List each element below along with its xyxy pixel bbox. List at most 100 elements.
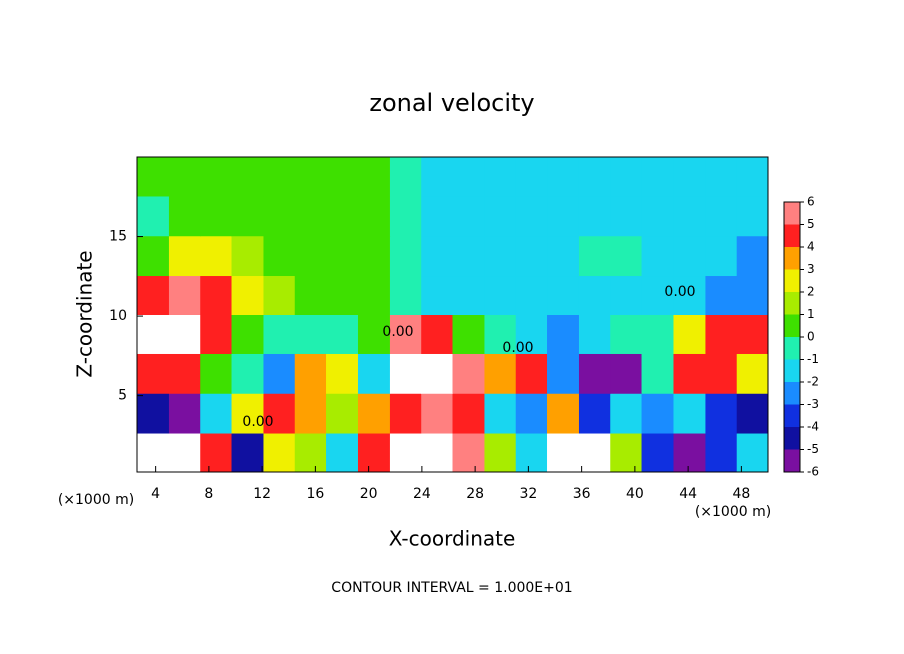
cell (673, 275, 706, 315)
cell (421, 433, 453, 473)
x-axis-label: X-coordinate (389, 527, 516, 551)
cell (547, 275, 580, 315)
cell (515, 433, 548, 473)
cell (736, 157, 769, 197)
cell (452, 235, 485, 277)
cell (200, 393, 233, 434)
cell (484, 393, 517, 434)
colorbar-band (784, 382, 800, 405)
cell (578, 157, 611, 197)
colorbar-band (784, 359, 800, 382)
colorbar-band (784, 269, 800, 292)
x-tick-label: 36 (573, 486, 591, 502)
cell (610, 433, 643, 473)
colorbar-label: 2 (807, 285, 815, 299)
cell (610, 393, 643, 434)
cell (389, 235, 422, 277)
cell (231, 275, 264, 315)
cell (421, 314, 453, 354)
cell (484, 235, 517, 277)
cell (200, 235, 233, 277)
cell (705, 275, 738, 315)
cell (263, 433, 296, 473)
cell (137, 235, 170, 277)
cell (515, 157, 548, 197)
y-unit: (×1000 m) (58, 492, 134, 508)
cell (515, 393, 548, 434)
cell (641, 353, 674, 394)
x-tick-label: 28 (466, 486, 484, 502)
cell (641, 393, 674, 434)
cell (547, 314, 580, 354)
cell (547, 235, 580, 277)
cell (705, 433, 738, 473)
cell (452, 157, 485, 197)
cell (705, 353, 738, 394)
colorbar-band (784, 404, 800, 427)
cell (231, 195, 264, 237)
cell (168, 235, 201, 277)
cell (231, 393, 264, 434)
cell (200, 314, 233, 354)
x-tick-label: 20 (360, 486, 378, 502)
cell (326, 353, 359, 394)
x-tick-label: 44 (679, 486, 697, 502)
x-unit: (×1000 m) (695, 504, 771, 520)
cell (578, 275, 611, 315)
cell (326, 195, 359, 237)
cell (484, 195, 517, 237)
cell (452, 195, 485, 237)
cell (705, 157, 738, 197)
cell (294, 275, 327, 315)
cell (357, 393, 391, 434)
colorbar-label: -5 (807, 442, 819, 456)
cell (610, 235, 643, 277)
cell (357, 353, 391, 394)
cell (263, 235, 296, 277)
cell (547, 393, 580, 434)
cell (452, 275, 485, 315)
colorbar-label: -2 (807, 375, 819, 389)
colorbar-label: 0 (807, 330, 815, 344)
cell (389, 433, 422, 473)
cell (484, 275, 517, 315)
cell (641, 433, 674, 473)
cell (200, 353, 233, 394)
cell (736, 433, 769, 473)
cell (547, 353, 580, 394)
colorbar-label: 5 (807, 217, 815, 231)
cell (641, 275, 674, 315)
cell (326, 235, 359, 277)
cell (484, 314, 517, 354)
cell (326, 393, 359, 434)
colorbar-label: -4 (807, 420, 819, 434)
cell (641, 235, 674, 277)
cell (547, 433, 580, 473)
cell (326, 157, 359, 197)
cell (736, 235, 769, 277)
cell (263, 353, 296, 394)
cell (578, 393, 611, 434)
cell (641, 157, 674, 197)
cell (610, 353, 643, 394)
cell (231, 433, 264, 473)
x-tick-label: 12 (253, 486, 271, 502)
cell (168, 275, 201, 315)
colorbar-band (784, 449, 800, 472)
cell (168, 314, 201, 354)
cell (736, 353, 769, 394)
x-tick-label: 8 (204, 486, 213, 502)
cell (168, 195, 201, 237)
colorbar-label: -3 (807, 397, 819, 411)
cell (515, 195, 548, 237)
cell (673, 235, 706, 277)
cell (326, 275, 359, 315)
cell (357, 157, 391, 197)
cell (421, 353, 453, 394)
cell (294, 353, 327, 394)
cell (200, 433, 233, 473)
footer: CONTOUR INTERVAL = 1.000E+01 (331, 580, 572, 596)
x-tick-label: 4 (151, 486, 160, 502)
cell (452, 393, 485, 434)
